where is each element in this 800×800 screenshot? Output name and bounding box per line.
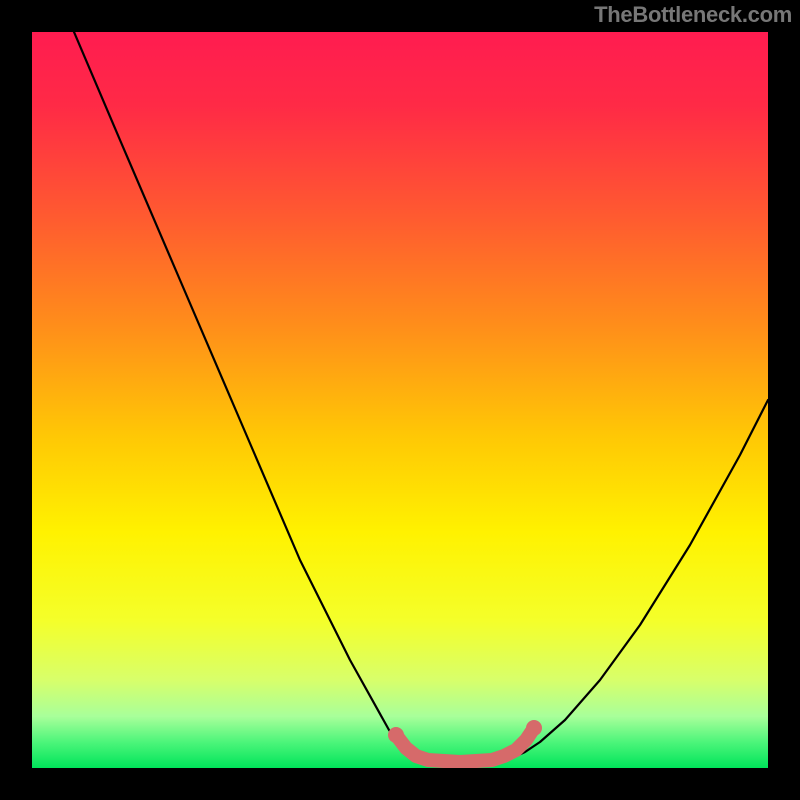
optimal-zone-endpoint-left: [388, 727, 404, 743]
optimal-zone-endpoint-right: [526, 720, 542, 736]
bottleneck-chart: TheBottleneck.com: [0, 0, 800, 800]
attribution-label: TheBottleneck.com: [594, 2, 792, 28]
gradient-background: [32, 32, 768, 768]
plot-svg: [0, 0, 800, 800]
